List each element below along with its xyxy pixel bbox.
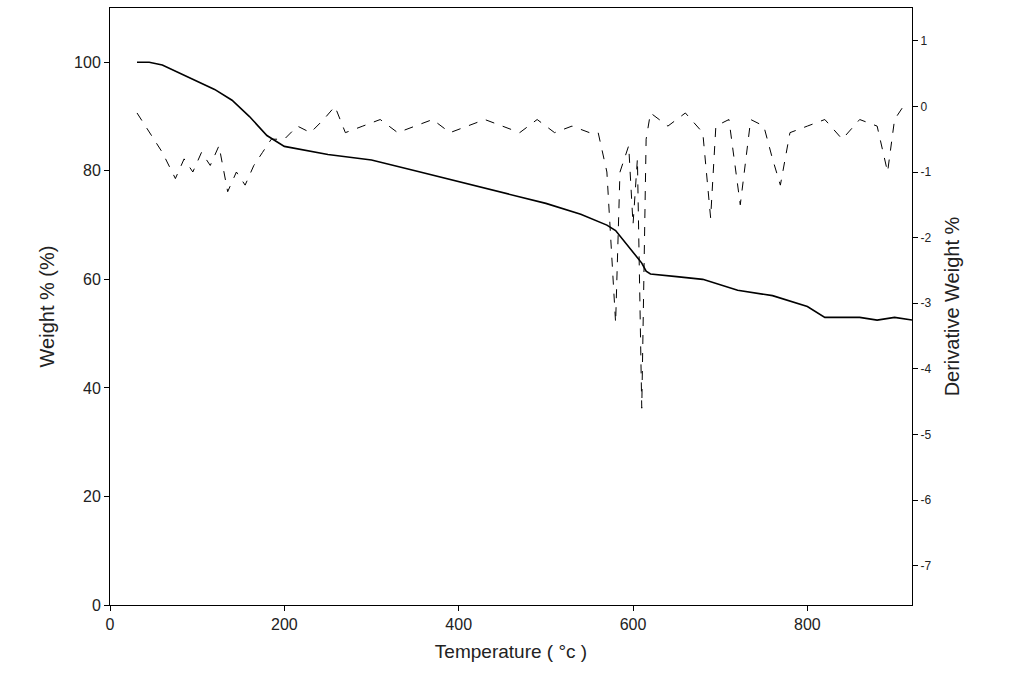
svg-text:-7: -7 [920,559,931,573]
svg-text:Derivative Weight %: Derivative Weight % [941,216,963,396]
svg-text:0: 0 [920,100,927,114]
svg-text:20: 20 [83,488,101,505]
svg-text:200: 200 [271,616,298,633]
svg-text:-4: -4 [920,362,931,376]
svg-text:100: 100 [74,54,101,71]
svg-text:0: 0 [92,597,101,614]
svg-text:-5: -5 [920,428,931,442]
svg-text:-6: -6 [920,493,931,507]
svg-text:0: 0 [106,616,115,633]
svg-text:600: 600 [620,616,647,633]
svg-text:400: 400 [445,616,472,633]
svg-text:60: 60 [83,271,101,288]
svg-text:-3: -3 [920,296,931,310]
svg-text:80: 80 [83,162,101,179]
svg-text:800: 800 [794,616,821,633]
svg-text:1: 1 [920,34,927,48]
svg-text:-2: -2 [920,231,931,245]
svg-text:Weight % (%): Weight % (%) [36,246,58,368]
svg-text:-1: -1 [920,165,931,179]
svg-text:Temperature ( °c ): Temperature ( °c ) [435,641,587,662]
svg-text:40: 40 [83,380,101,397]
